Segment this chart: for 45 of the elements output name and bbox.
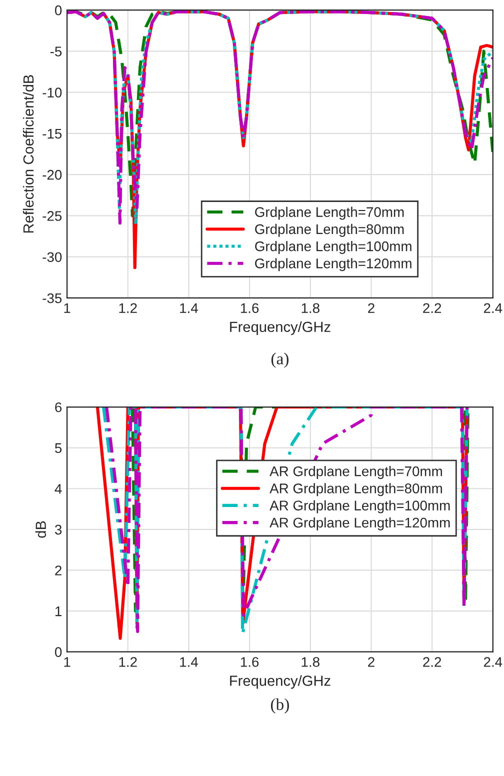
x-axis-title: Frequency/GHz: [230, 675, 330, 689]
legend-label: Grdplane Length=120mm: [255, 258, 412, 272]
x-tick-label: 1.8: [302, 657, 320, 667]
legend-label: AR Grdplane Length=120mm: [270, 517, 450, 530]
x-tick-label: 2: [368, 303, 374, 313]
legend-label: AR Grdplane Length=80mm: [270, 483, 442, 496]
y-tick-label: 2: [55, 566, 62, 576]
y-tick-label: -35: [42, 293, 62, 304]
x-tick-label: 2.4: [484, 303, 502, 313]
y-tick-label: 0: [54, 647, 62, 658]
x-tick-label: 1: [64, 657, 70, 667]
y-tick-label: 1: [56, 606, 62, 616]
x-tick-label: 2: [368, 657, 374, 667]
x-tick-label: 1.8: [302, 303, 320, 314]
y-tick-label: -15: [42, 128, 62, 139]
text: (a): [271, 352, 288, 368]
x-tick-label: 1.2: [119, 303, 137, 313]
x-tick-label: 1: [64, 303, 70, 313]
y-tick-label: -20: [42, 170, 62, 180]
y-tick-label: 4: [54, 484, 62, 494]
legend-label: AR Grdplane Length=100mm: [270, 500, 450, 514]
y-tick-label: -30: [42, 252, 62, 262]
y-axis-title: dB: [35, 521, 46, 538]
y-tick-label: -5: [50, 46, 62, 56]
legend-label: Grdplane Length=70mm: [255, 206, 404, 220]
x-tick-label: 1.4: [180, 657, 198, 667]
legend-label: Grdplane Length=80mm: [255, 224, 404, 237]
x-tick-label: 1.6: [240, 657, 259, 667]
x-axis-title: Frequency/GHz: [230, 321, 330, 335]
x-tick-label: 1.6: [240, 303, 259, 314]
y-tick-label: 6: [55, 402, 62, 412]
legend-label: Grdplane Length=100mm: [255, 241, 412, 254]
x-tick-label: 1.4: [180, 303, 198, 313]
x-tick-label: 2.2: [423, 657, 442, 667]
y-tick-label: -25: [42, 211, 62, 221]
y-tick-label: 0: [54, 5, 62, 16]
y-tick-label: 5: [55, 443, 62, 453]
x-tick-label: 2.4: [484, 657, 502, 667]
y-axis-title: Reflection Coefficient/dB: [22, 75, 34, 233]
x-tick-label: 2.2: [423, 303, 442, 313]
x-tick-label: 1.2: [119, 657, 137, 667]
legend-label: AR Grdplane Length=70mm: [270, 466, 442, 479]
y-tick-label: 3: [54, 524, 62, 535]
text: (b): [270, 698, 289, 714]
y-tick-label: -10: [42, 88, 62, 98]
